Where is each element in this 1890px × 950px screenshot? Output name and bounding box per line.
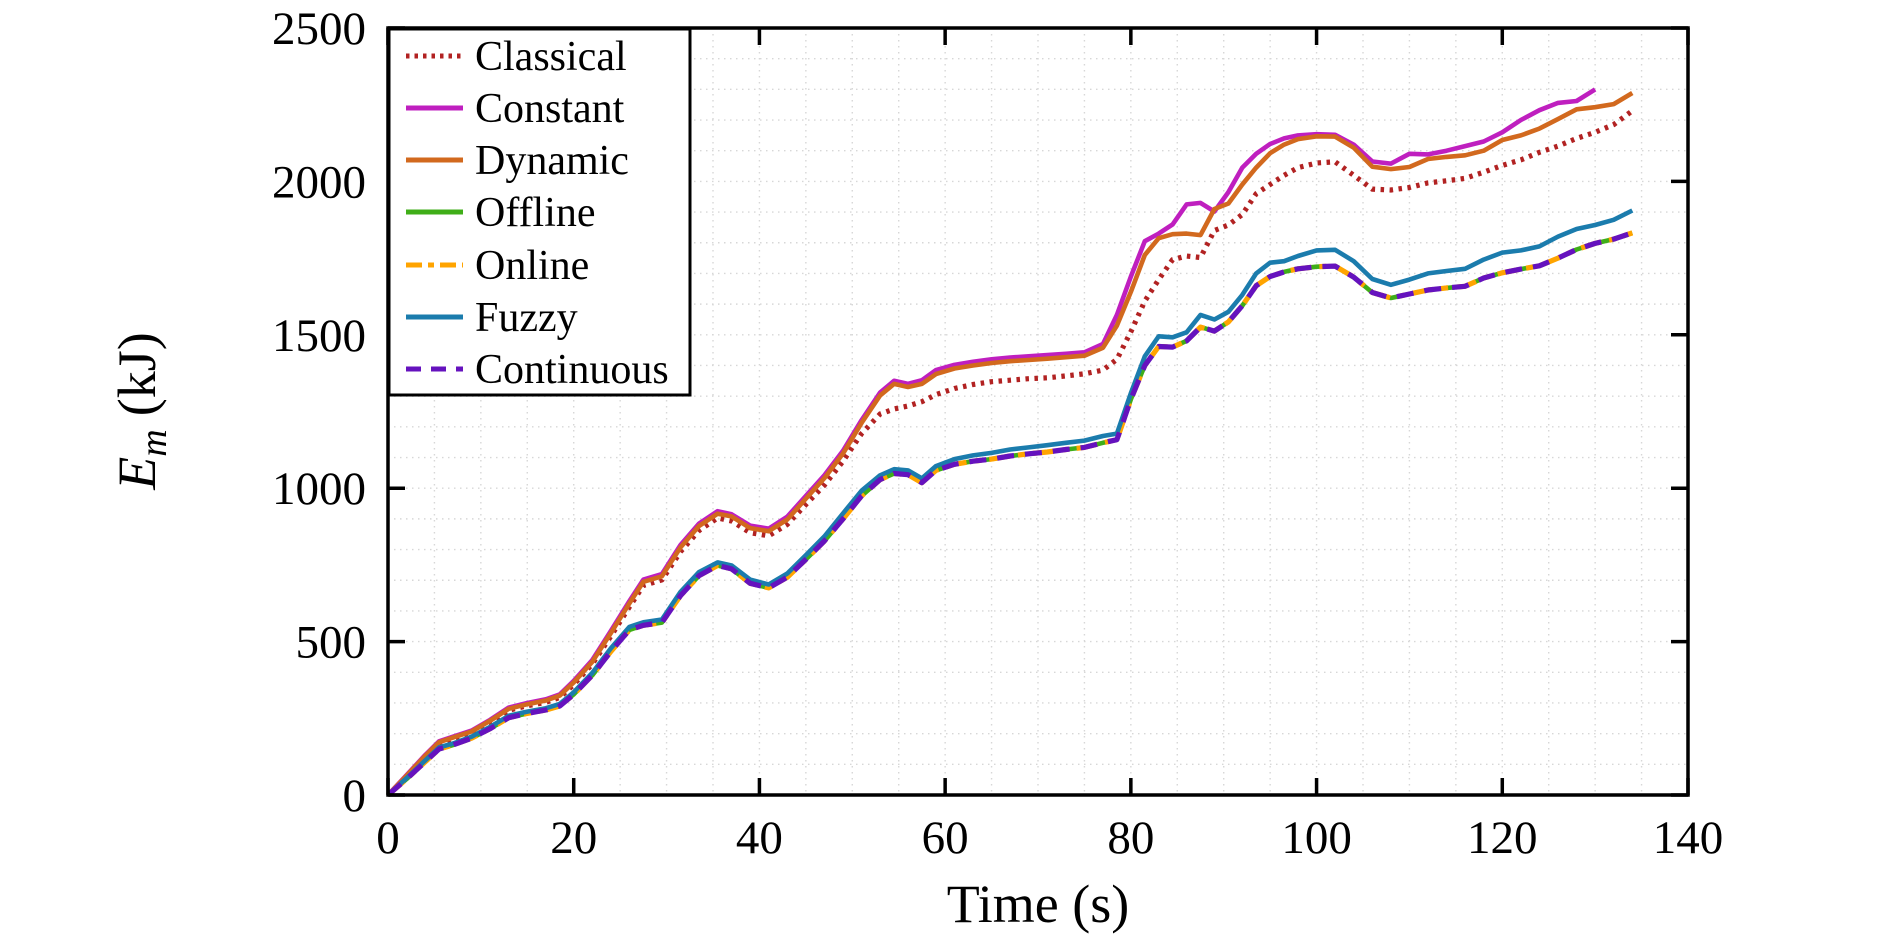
legend-label-dynamic: Dynamic — [475, 138, 629, 184]
series-line-dynamic — [386, 91, 1634, 797]
legend-label-continuous: Continuous — [475, 347, 669, 393]
legend-entry-online: Online — [406, 243, 589, 289]
series-line-online — [386, 230, 1634, 797]
y-tick-label: 0 — [343, 770, 367, 822]
legend-label-constant: Constant — [475, 86, 625, 132]
legend-label-online: Online — [475, 243, 589, 289]
x-tick-label: 20 — [550, 812, 597, 864]
y-tick-label: 500 — [296, 617, 367, 669]
tick-labels: 0 20 40 60 80 100 120 140 0 500 1000 1500 2000 2500 — [272, 3, 1723, 864]
x-tick-label: 60 — [922, 812, 969, 864]
x-tick-label: 140 — [1653, 812, 1724, 864]
y-tick-label: 1500 — [272, 310, 366, 362]
x-tick-label: 40 — [736, 812, 783, 864]
legend-entry-dynamic: Dynamic — [406, 138, 629, 184]
series-lines — [386, 87, 1634, 797]
y-axis-subscript: m — [133, 429, 175, 456]
legend-entry-fuzzy: Fuzzy — [406, 295, 578, 341]
x-axis-title: Time (s) — [947, 874, 1130, 934]
legend-entry-continuous: Continuous — [406, 347, 669, 393]
y-tick-label: 1000 — [272, 463, 366, 515]
legend-label-offline: Offline — [475, 190, 596, 236]
legend: Classical Constant Dynamic Offline Onlin… — [387, 27, 692, 397]
legend-entry-offline: Offline — [406, 190, 596, 236]
plot-frame — [386, 26, 1690, 797]
y-axis-title: Em (kJ) — [107, 332, 175, 490]
y-axis-symbol: E — [107, 457, 167, 491]
series-line-fuzzy — [386, 208, 1634, 797]
legend-entry-classical: Classical — [406, 34, 627, 80]
y-tick-label: 2500 — [272, 3, 366, 55]
y-tick-label: 2000 — [272, 156, 366, 208]
legend-label-fuzzy: Fuzzy — [475, 295, 578, 341]
legend-entry-constant: Constant — [406, 86, 625, 132]
x-tick-label: 80 — [1107, 812, 1154, 864]
y-axis-unit: (kJ) — [107, 332, 167, 416]
series-line-continuous — [386, 230, 1634, 797]
legend-label-classical: Classical — [475, 34, 627, 80]
x-tick-label: 120 — [1467, 812, 1538, 864]
x-tick-label: 100 — [1281, 812, 1352, 864]
x-tick-label: 0 — [376, 812, 400, 864]
